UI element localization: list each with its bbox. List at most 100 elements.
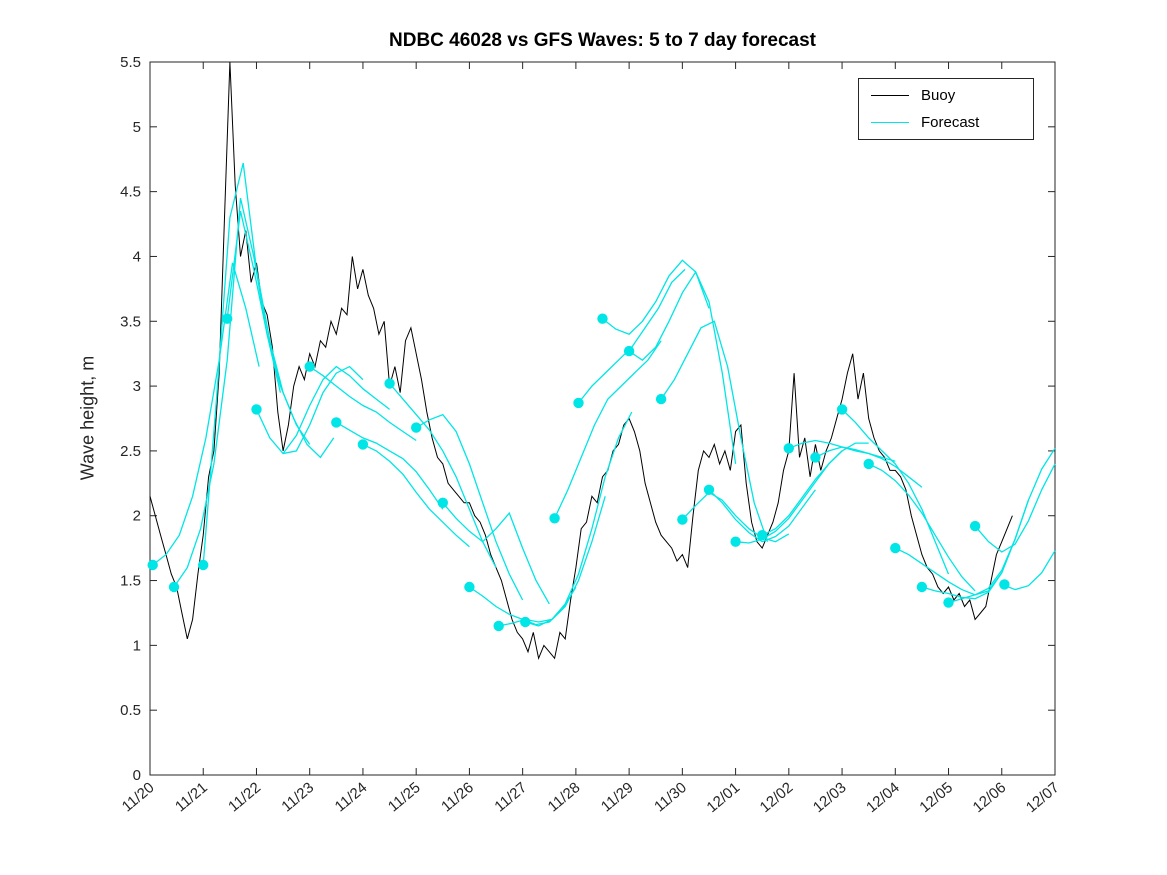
forecast-marker xyxy=(677,514,688,525)
x-tick-label: 12/02 xyxy=(757,779,797,816)
forecast-marker xyxy=(520,616,531,628)
forecast-marker xyxy=(198,559,209,571)
forecast-marker xyxy=(836,404,848,415)
y-tick-label: 1.5 xyxy=(120,573,141,590)
forecast-segment-line xyxy=(282,365,390,454)
forecast-marker xyxy=(943,597,954,608)
forecast-marker xyxy=(703,484,715,495)
forecast-marker xyxy=(357,439,369,450)
forecast-segment-line xyxy=(681,491,790,543)
forecast-segment-line xyxy=(868,463,976,592)
forecast-marker xyxy=(411,422,422,433)
x-tick-label: 11/24 xyxy=(332,779,371,815)
forecast-segment-line xyxy=(602,259,710,335)
x-tick-label: 11/23 xyxy=(278,779,317,815)
forecast-marker xyxy=(969,520,981,532)
x-tick-label: 12/04 xyxy=(863,779,903,816)
x-tick-label: 12/06 xyxy=(970,779,1010,816)
legend-entry-forecast: Forecast xyxy=(871,114,1021,131)
x-tick-label: 11/25 xyxy=(385,779,424,815)
forecast-segment-line xyxy=(152,262,260,566)
x-tick-label: 11/29 xyxy=(598,779,637,815)
forecast-marker xyxy=(493,620,504,632)
x-tick-label: 11/27 xyxy=(491,779,530,815)
y-tick-label: 3 xyxy=(133,378,141,395)
y-tick-label: 0.5 xyxy=(120,702,141,719)
y-tick-label: 3.5 xyxy=(120,313,141,330)
legend: Buoy Forecast xyxy=(858,78,1034,140)
forecast-marker xyxy=(251,404,262,415)
x-tick-label: 11/21 xyxy=(172,779,211,815)
y-tick-label: 1 xyxy=(133,637,141,654)
x-tick-label: 11/30 xyxy=(651,779,690,815)
forecast-segment-line xyxy=(389,383,497,568)
forecast-marker xyxy=(623,345,635,357)
forecast-segment-line xyxy=(202,162,311,566)
forecast-marker xyxy=(437,497,448,508)
forecast-marker xyxy=(757,530,768,541)
x-tick-label: 11/26 xyxy=(438,779,477,815)
y-tick-label: 5.5 xyxy=(120,54,141,71)
forecast-segment-line xyxy=(525,411,633,627)
forecast-marker xyxy=(597,313,608,324)
forecast-marker xyxy=(863,458,874,470)
forecast-marker xyxy=(304,361,315,372)
x-tick-label: 12/05 xyxy=(916,779,956,816)
forecast-segment-line xyxy=(554,340,662,519)
forecast-marker xyxy=(999,579,1010,590)
forecast-marker xyxy=(464,581,475,593)
forecast-marker xyxy=(331,417,342,428)
y-tick-label: 5 xyxy=(133,119,141,136)
forecast-segment-line xyxy=(226,210,335,459)
forecast-segment-line xyxy=(577,268,686,404)
forecast-segment-line xyxy=(815,446,923,488)
forecast-segment-line xyxy=(761,442,869,536)
forecast-line-sample xyxy=(871,122,909,123)
forecast-segment-line xyxy=(708,489,816,543)
forecast-marker xyxy=(916,581,928,593)
axes-box xyxy=(149,61,1056,776)
forecast-segment-line xyxy=(735,450,843,544)
forecast-segment-line xyxy=(660,320,769,542)
forecast-segment-line xyxy=(255,365,364,455)
y-tick-label: 2 xyxy=(133,508,141,525)
forecast-segment-line xyxy=(841,408,950,575)
x-tick-label: 11/22 xyxy=(225,779,264,815)
forecast-marker xyxy=(222,313,233,324)
y-tick-label: 4.5 xyxy=(120,184,141,201)
forecast-marker xyxy=(549,513,560,524)
buoy-line-sample xyxy=(871,95,909,96)
x-tick-label: 12/07 xyxy=(1023,779,1063,816)
x-tick-label: 12/03 xyxy=(810,779,850,816)
y-tick-label: 2.5 xyxy=(120,443,141,460)
buoy-series-line xyxy=(149,61,1013,661)
forecast-segment-line xyxy=(895,547,1003,596)
y-tick-label: 4 xyxy=(133,248,141,265)
forecast-marker xyxy=(730,536,741,547)
forecast-marker xyxy=(168,581,180,593)
forecast-segment-line xyxy=(173,197,282,588)
forecast-segment-line xyxy=(442,502,550,605)
legend-entry-buoy: Buoy xyxy=(871,87,1021,104)
forecast-segment-line xyxy=(628,270,737,464)
chart-title: NDBC 46028 vs GFS Waves: 5 to 7 day fore… xyxy=(389,30,816,51)
x-tick-label: 12/01 xyxy=(703,779,743,816)
y-tick-label: 0 xyxy=(133,767,141,784)
forecast-segment-line xyxy=(948,447,1056,604)
forecast-segment-line xyxy=(415,413,524,601)
forecast-marker xyxy=(573,397,584,409)
legend-label-forecast: Forecast xyxy=(921,114,980,131)
forecast-marker xyxy=(384,378,395,389)
forecast-segment-line xyxy=(974,463,1056,553)
forecast-segment-line xyxy=(1001,550,1056,591)
forecast-segment-line xyxy=(335,421,444,510)
forecast-segment-line xyxy=(309,366,417,442)
x-tick-label: 11/28 xyxy=(545,779,584,815)
forecast-marker xyxy=(147,559,158,571)
forecast-marker xyxy=(810,452,821,463)
forecast-marker xyxy=(890,542,901,554)
legend-label-buoy: Buoy xyxy=(921,87,956,104)
forecast-marker xyxy=(783,443,794,454)
forecast-segment-line xyxy=(362,443,470,548)
